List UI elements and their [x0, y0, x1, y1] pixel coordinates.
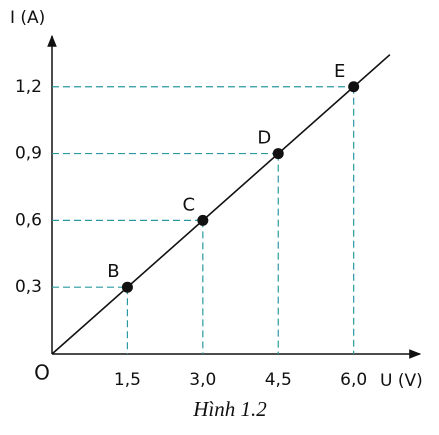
- x-tick-label: 4,5: [265, 370, 292, 390]
- point-label: C: [183, 194, 196, 215]
- point-label: B: [107, 261, 119, 282]
- y-tick-label: 0,3: [15, 277, 42, 297]
- caption: Hình 1.2: [192, 397, 267, 421]
- y-tick-label: 0,9: [15, 144, 42, 164]
- origin-label: O: [34, 361, 50, 385]
- x-tick-label: 1,5: [114, 370, 141, 390]
- point: [272, 148, 284, 160]
- point-label: E: [334, 61, 345, 82]
- y-tick-label: 1,2: [15, 77, 42, 97]
- x-tick-label: 6,0: [340, 370, 367, 390]
- y-axis-label: I (A): [10, 8, 45, 28]
- point: [121, 281, 133, 293]
- x-tick-label: 3,0: [189, 370, 216, 390]
- point: [197, 214, 209, 226]
- fit-line: [51, 54, 391, 355]
- point: [348, 81, 360, 93]
- point-label: D: [257, 128, 271, 149]
- x-axis-label: U (V): [380, 371, 423, 391]
- y-tick-label: 0,6: [15, 210, 42, 230]
